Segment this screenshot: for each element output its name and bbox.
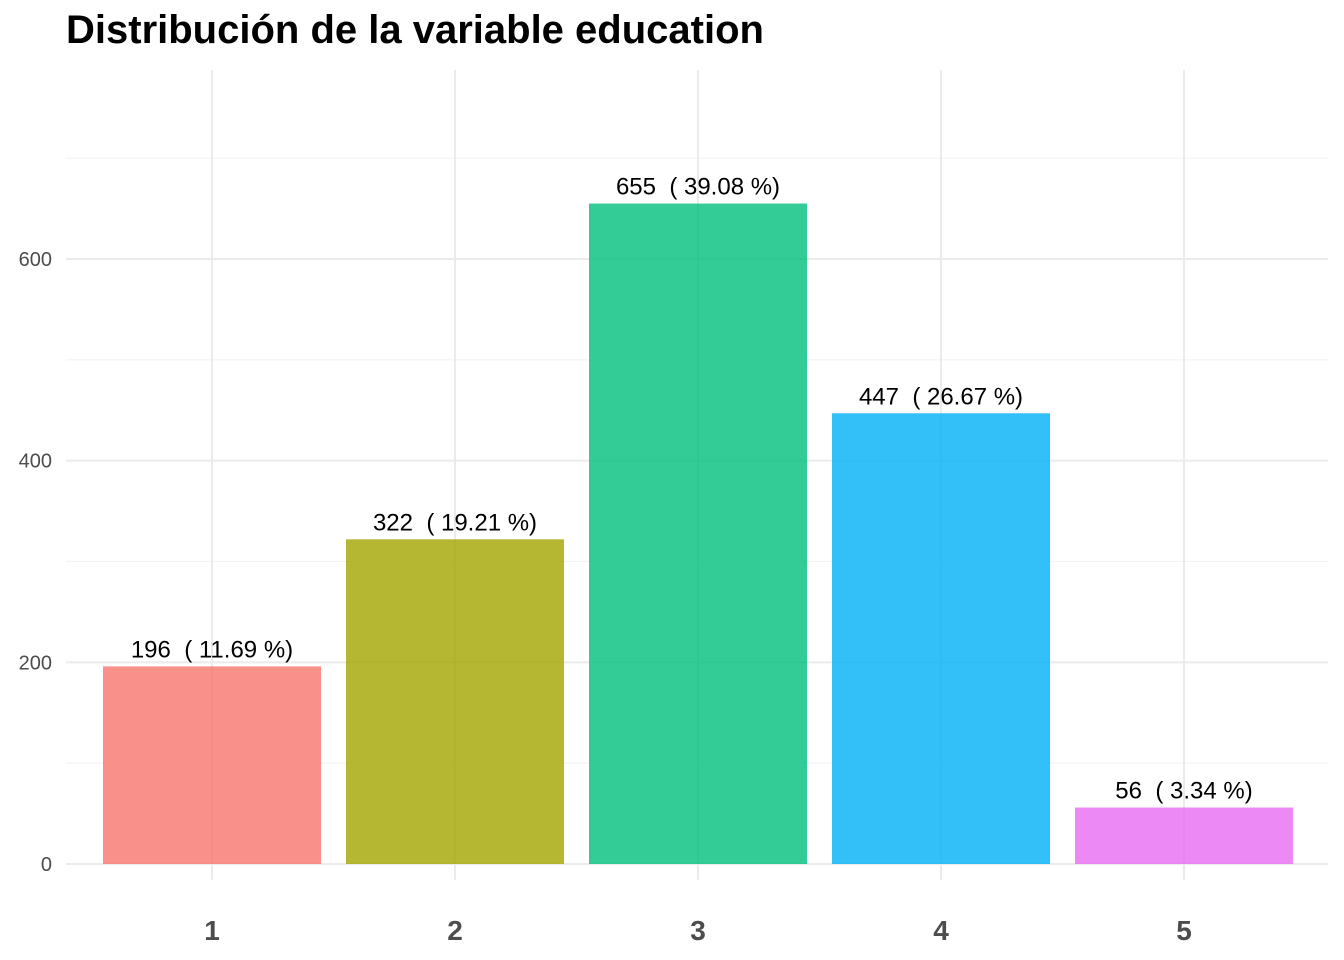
data-label: 56 ( 3.34 %) [1115, 778, 1252, 805]
y-tick-label: 400 [19, 451, 52, 473]
data-label: 196 ( 11.69 %) [131, 636, 293, 663]
bar-1 [103, 666, 321, 864]
bar-5 [1075, 807, 1293, 864]
bar-3 [589, 203, 807, 864]
y-tick-label: 600 [19, 249, 52, 271]
bar-4 [832, 413, 1050, 864]
x-tick-label: 1 [204, 915, 220, 946]
y-tick-label: 0 [41, 854, 52, 876]
chart-title: Distribución de la variable education [66, 8, 764, 52]
x-tick-label: 3 [690, 915, 706, 946]
axis-ticks: 0 200 400 600 1 2 3 4 5 [19, 249, 1192, 946]
x-tick-label: 5 [1176, 915, 1192, 946]
bar-2 [346, 539, 564, 864]
data-labels: 196 ( 11.69 %) 322 ( 19.21 %) 655 ( 39.08 … [131, 174, 1253, 805]
data-label: 655 ( 39.08 %) [616, 174, 780, 201]
bars [103, 203, 1293, 864]
data-label: 322 ( 19.21 %) [373, 509, 537, 536]
y-tick-label: 200 [19, 652, 52, 674]
data-label: 447 ( 26.67 %) [859, 383, 1023, 410]
x-tick-label: 4 [933, 915, 949, 946]
x-tick-label: 2 [447, 915, 463, 946]
